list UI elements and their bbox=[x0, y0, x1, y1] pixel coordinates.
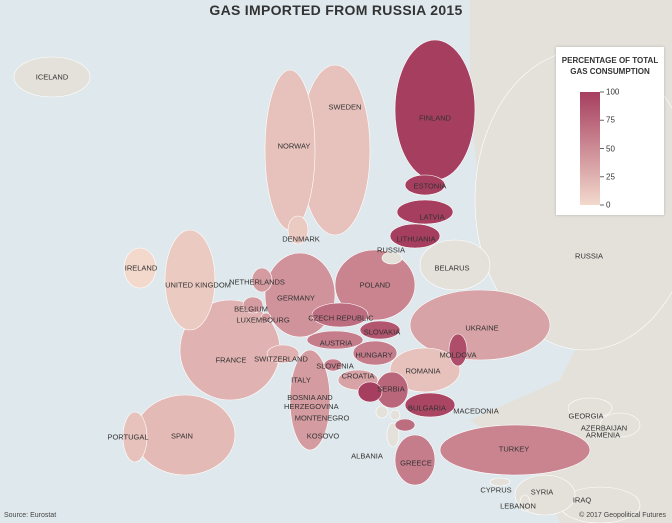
country bbox=[122, 411, 148, 463]
country bbox=[289, 349, 331, 451]
country bbox=[123, 247, 157, 289]
legend-tick-label: 50 bbox=[606, 144, 615, 153]
country bbox=[13, 56, 91, 98]
country-label: SYRIA bbox=[530, 487, 554, 497]
legend: PERCENTAGE OF TOTAL GAS CONSUMPTION 100 7… bbox=[556, 47, 664, 215]
country bbox=[409, 289, 551, 361]
country bbox=[439, 424, 591, 476]
country-label: SPAIN bbox=[171, 431, 193, 441]
country bbox=[419, 239, 491, 291]
country-label: SLOVAKIA bbox=[363, 327, 401, 337]
legend-gradient bbox=[580, 92, 600, 205]
country-label: KOSOVO bbox=[306, 431, 340, 441]
country-label: ALBANIA bbox=[351, 451, 383, 461]
country bbox=[251, 267, 273, 293]
country bbox=[164, 229, 216, 331]
country-label: PORTUGAL bbox=[107, 432, 149, 442]
legend-tick-label: 100 bbox=[606, 87, 620, 97]
country bbox=[394, 39, 476, 181]
country-label: SWITZERLAND bbox=[254, 354, 308, 364]
country bbox=[394, 418, 416, 432]
country-label: LEBANON bbox=[500, 501, 536, 511]
country-label: SLOVENIA bbox=[316, 361, 354, 371]
country-label: CZECH REPUBLIC bbox=[308, 313, 374, 323]
country-label: BOSNIA AND HERZEGOVINA bbox=[284, 393, 339, 411]
legend-title: PERCENTAGE OF TOTAL GAS CONSUMPTION bbox=[561, 56, 659, 76]
country-label: NETHERLANDS bbox=[229, 277, 285, 287]
country bbox=[567, 397, 613, 419]
country-label: RUSSIA bbox=[575, 251, 603, 261]
country bbox=[386, 422, 400, 448]
country-label: POLAND bbox=[359, 280, 391, 290]
country bbox=[260, 312, 272, 324]
country bbox=[266, 344, 300, 364]
country-label: ICELAND bbox=[35, 72, 69, 82]
country-label: BULGARIA bbox=[408, 403, 446, 413]
country-label: ITALY bbox=[291, 375, 311, 385]
country bbox=[311, 302, 369, 328]
country bbox=[287, 215, 309, 245]
country-label: MACEDONIA bbox=[453, 406, 499, 416]
country bbox=[489, 477, 511, 487]
country-label: SWEDEN bbox=[328, 102, 362, 112]
country-label: LUXEMBOURG bbox=[236, 315, 290, 325]
country-label: AZERBAIJAN bbox=[580, 423, 628, 433]
country-label: GERMANY bbox=[277, 293, 315, 303]
country bbox=[357, 381, 383, 403]
country-label: FRANCE bbox=[215, 355, 247, 365]
country bbox=[359, 320, 401, 340]
country-label: LITHUANIA bbox=[396, 234, 436, 244]
country-label: GREECE bbox=[400, 458, 432, 468]
country-label: BELGIUM bbox=[234, 304, 268, 314]
country-label: TURKEY bbox=[498, 444, 530, 454]
country bbox=[381, 251, 403, 265]
country bbox=[334, 249, 416, 321]
legend-bar bbox=[580, 91, 604, 206]
country bbox=[404, 392, 456, 418]
country-label: UNITED KINGDOM bbox=[165, 280, 231, 290]
title: GAS IMPORTED FROM RUSSIA 2015 bbox=[209, 2, 463, 18]
country bbox=[323, 358, 343, 372]
legend-tick-label: 25 bbox=[606, 172, 615, 182]
country bbox=[389, 347, 461, 393]
country bbox=[306, 330, 364, 350]
country-label: AUSTRIA bbox=[319, 338, 353, 348]
country-label: SERBIA bbox=[377, 384, 405, 394]
country-label: FINLAND bbox=[418, 113, 452, 123]
country-label: DENMARK bbox=[282, 234, 320, 244]
country bbox=[394, 434, 436, 486]
country-label: CYPRUS bbox=[480, 485, 512, 495]
country-label: CROATIA bbox=[341, 371, 375, 381]
country-label: IRELAND bbox=[124, 263, 158, 273]
country-label: ARMENIA bbox=[585, 430, 621, 440]
country-label: IRAQ bbox=[572, 495, 592, 505]
country-label: LATVIA bbox=[419, 212, 445, 222]
country-label: UKRAINE bbox=[465, 323, 499, 333]
country bbox=[396, 199, 454, 225]
country-label: MONTENEGRO bbox=[294, 413, 350, 423]
source: Source: Eurostat bbox=[4, 512, 57, 519]
country bbox=[375, 405, 389, 419]
country bbox=[242, 296, 264, 314]
country bbox=[404, 174, 446, 196]
country bbox=[352, 340, 398, 366]
legend-tick-label: 0 bbox=[606, 200, 611, 210]
country-label: ROMANIA bbox=[405, 366, 441, 376]
country-label: GEORGIA bbox=[568, 411, 604, 421]
country bbox=[519, 494, 531, 512]
credit: © 2017 Geopolitical Futures bbox=[579, 512, 666, 519]
country-label: BELARUS bbox=[434, 263, 470, 273]
legend-tick-label: 75 bbox=[606, 115, 615, 125]
country-label: NORWAY bbox=[277, 141, 311, 151]
country-label: RUSSIA bbox=[377, 245, 405, 255]
country bbox=[389, 409, 401, 421]
country bbox=[389, 223, 441, 249]
country bbox=[448, 333, 468, 367]
country-label: MOLDOVA bbox=[439, 350, 477, 360]
country-label: ESTONIA bbox=[413, 181, 447, 191]
country-label: HUNGARY bbox=[355, 350, 393, 360]
country bbox=[589, 425, 611, 439]
